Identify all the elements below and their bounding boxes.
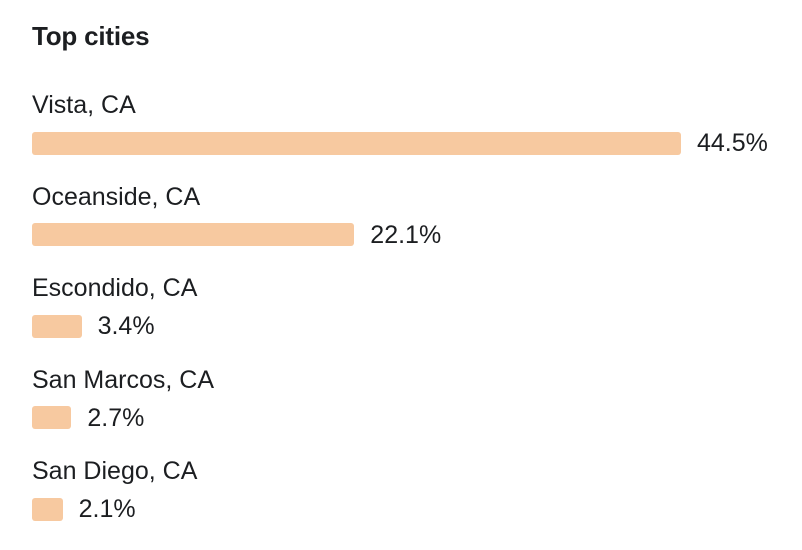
bar-value-label: 2.7%	[87, 403, 145, 432]
city-label: Escondido, CA	[32, 274, 198, 302]
bar-value-label: 3.4%	[97, 312, 155, 340]
city-label: Vista, CA	[32, 91, 136, 119]
bar-value-label: 44.5%	[697, 129, 768, 157]
city-bar-list: Vista, CA 44.5% Oceanside, CA 22.1% Escondid…	[32, 88, 792, 546]
city-row: Oceanside, CA 22.1%	[32, 180, 792, 272]
bar-track: 2.1%	[32, 495, 792, 523]
city-row: Vista, CA 44.5%	[32, 88, 792, 180]
city-row: San Diego, CA 2.1%	[32, 454, 792, 546]
city-label: San Diego, CA	[32, 457, 198, 485]
bar-track: 44.5%	[32, 129, 792, 157]
city-row: San Marcos, CA 2.7%	[32, 363, 792, 455]
bar-value-label: 22.1%	[370, 220, 442, 249]
bar-track: 22.1%	[32, 220, 792, 249]
chart-title: Top cities	[32, 21, 150, 51]
city-bar	[32, 223, 355, 246]
bar-track: 3.4%	[32, 312, 792, 340]
city-row: Escondido, CA 3.4%	[32, 271, 792, 363]
city-label: San Marcos, CA	[32, 365, 215, 394]
city-label: Oceanside, CA	[32, 182, 201, 211]
bar-track: 2.7%	[32, 403, 792, 432]
city-bar	[32, 406, 72, 429]
bar-value-label: 2.1%	[78, 495, 136, 523]
city-bar	[32, 314, 82, 338]
city-bar	[32, 131, 681, 155]
city-bar	[32, 497, 63, 521]
